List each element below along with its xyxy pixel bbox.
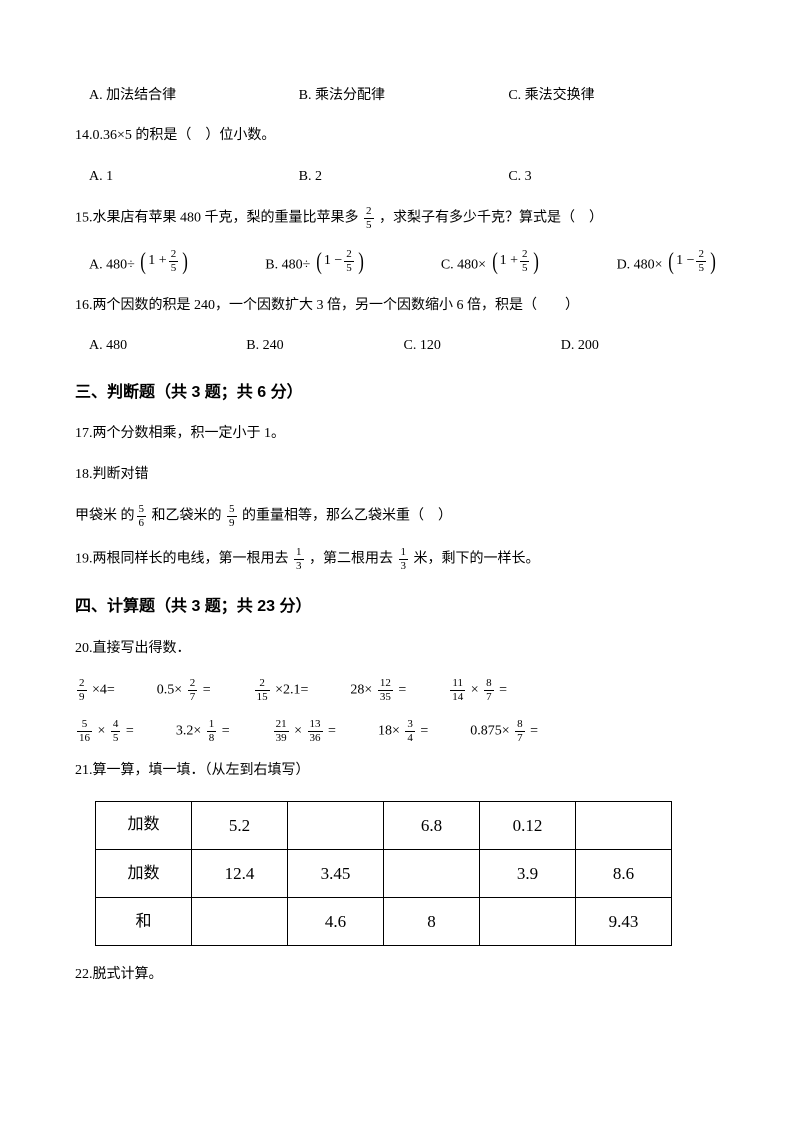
table-cell: 0.12 (480, 801, 576, 849)
calc-item: 18× 34 = (378, 719, 428, 744)
q16-opt-c: C. 120 (404, 335, 561, 357)
table-cell: 8 (384, 897, 480, 945)
q16-opt-a: A. 480 (89, 335, 246, 357)
table-cell (288, 801, 384, 849)
q20-text: 20.直接写出得数． (75, 638, 718, 660)
calc-item: 0.5× 27 = (157, 678, 211, 703)
calc-item: 1114 × 87 = (448, 678, 507, 703)
section3-heading: 三、判断题（共 3 题；共 6 分） (75, 380, 718, 406)
q13-opt-c: C. 乘法交换律 (508, 85, 718, 107)
section4-heading: 四、计算题（共 3 题；共 23 分） (75, 594, 718, 620)
table-cell: 3.45 (288, 849, 384, 897)
calc-row-1: 29 ×4= 0.5× 27 = 215 ×2.1= 28× 1235 = 11… (75, 678, 718, 703)
q14-text: 14.0.36×5 的积是（ ）位小数。 (75, 125, 718, 147)
table-cell (480, 897, 576, 945)
fraction-1-3: 13 (399, 547, 409, 572)
q17-text: 17.两个分数相乘，积一定小于 1。 (75, 423, 718, 445)
table-cell (576, 801, 672, 849)
calc-item: 3.2× 18 = (176, 719, 230, 744)
q13-opt-b: B. 乘法分配律 (299, 85, 509, 107)
q16-text: 16.两个因数的积是 240，一个因数扩大 3 倍，另一个因数缩小 6 倍，积是… (75, 295, 718, 317)
fraction-5-6: 56 (137, 504, 147, 529)
q14-options: A. 1 B. 2 C. 3 (75, 166, 718, 188)
calc-item: 516 × 45 = (75, 719, 134, 744)
q18-line1: 18.判断对错 (75, 464, 718, 486)
q15-prefix: 15.水果店有苹果 480 千克，梨的重量比苹果多 (75, 211, 362, 226)
q16-opt-b: B. 240 (246, 335, 403, 357)
q22-text: 22.脱式计算。 (75, 964, 718, 986)
table-cell: 加数 (96, 801, 192, 849)
q14-opt-a: A. 1 (89, 166, 299, 188)
calc-item: 215 ×2.1= (253, 678, 309, 703)
q21-table: 加数 5.2 6.8 0.12 加数 12.4 3.45 3.9 8.6 和 4… (95, 801, 672, 947)
table-cell: 6.8 (384, 801, 480, 849)
q14-opt-b: B. 2 (299, 166, 509, 188)
q15-opt-a: A. 480÷ (1 + 25) (89, 249, 190, 277)
table-cell: 3.9 (480, 849, 576, 897)
q15-opt-b: B. 480÷ (1 − 25) (265, 249, 365, 277)
calc-item: 29 ×4= (75, 678, 115, 703)
table-cell: 12.4 (192, 849, 288, 897)
table-cell: 加数 (96, 849, 192, 897)
table-cell (192, 897, 288, 945)
q15-suffix: ，求梨子有多少千克？算式是（ ） (379, 211, 603, 226)
table-cell: 4.6 (288, 897, 384, 945)
calc-row-2: 516 × 45 = 3.2× 18 = 2139 × 1336 = 18× 3… (75, 719, 718, 744)
fraction-2-5: 25 (364, 206, 374, 231)
q19-text: 19.两根同样长的电线，第一根用去 13 ，第二根用去 13 米，剩下的一样长。 (75, 547, 718, 572)
fraction-1-3: 13 (294, 547, 304, 572)
table-cell: 和 (96, 897, 192, 945)
table-cell: 8.6 (576, 849, 672, 897)
q13-options: A. 加法结合律 B. 乘法分配律 C. 乘法交换律 (75, 85, 718, 107)
table-row: 加数 5.2 6.8 0.12 (96, 801, 672, 849)
q15-opt-d: D. 480× (1 − 25) (617, 249, 718, 277)
calc-item: 0.875× 87 = (470, 719, 538, 744)
q16-options: A. 480 B. 240 C. 120 D. 200 (75, 335, 718, 357)
q15-text: 15.水果店有苹果 480 千克，梨的重量比苹果多 25 ，求梨子有多少千克？算… (75, 206, 718, 231)
table-cell: 5.2 (192, 801, 288, 849)
q13-opt-a: A. 加法结合律 (89, 85, 299, 107)
q16-opt-d: D. 200 (561, 335, 718, 357)
table-cell (384, 849, 480, 897)
fraction-5-9: 59 (227, 504, 237, 529)
table-cell: 9.43 (576, 897, 672, 945)
table-row: 加数 12.4 3.45 3.9 8.6 (96, 849, 672, 897)
q18-text: 甲袋米 的56 和乙袋米的 59 的重量相等，那么乙袋米重（ ） (75, 504, 718, 529)
table-row: 和 4.6 8 9.43 (96, 897, 672, 945)
calc-item: 28× 1235 = (350, 678, 406, 703)
q14-opt-c: C. 3 (508, 166, 718, 188)
calc-item: 2139 × 1336 = (272, 719, 336, 744)
q21-text: 21.算一算，填一填．（从左到右填写） (75, 760, 718, 782)
q15-opt-c: C. 480× (1 + 25) (441, 249, 542, 277)
q15-options: A. 480÷ (1 + 25) B. 480÷ (1 − 25) C. 480… (75, 249, 718, 277)
